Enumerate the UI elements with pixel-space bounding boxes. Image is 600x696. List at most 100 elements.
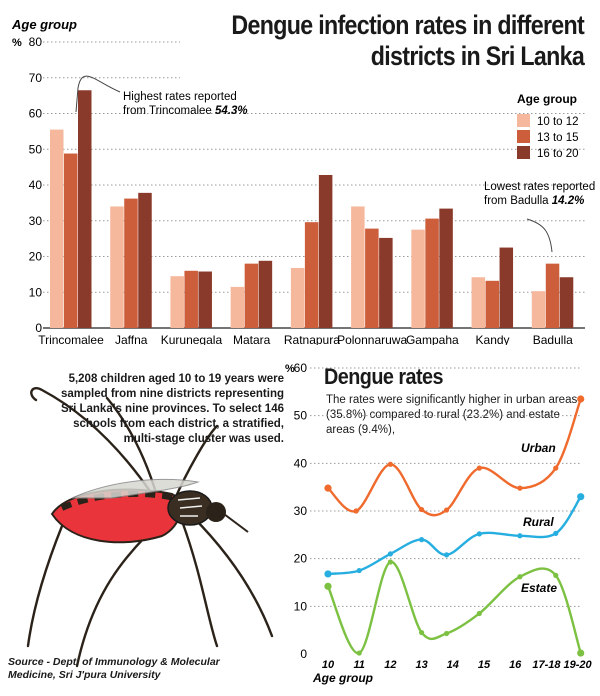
bar-matara-10-to-12: [230, 286, 245, 328]
point-estate: [553, 572, 559, 578]
bar-jaffna-13-to-15: [124, 198, 138, 328]
line-chart-x-tick-label: 13: [415, 659, 427, 671]
bar-chart-x-tick-label: Trincomalee: [38, 333, 104, 345]
high-annotation-line-1: Highest rates reported: [123, 91, 237, 103]
low-annotation-line-1: Lowest rates reported: [484, 181, 595, 193]
mosquito-illustration: [26, 386, 274, 668]
point-rural: [356, 567, 362, 574]
point-urban: [443, 507, 450, 513]
low-annotation-connector: [526, 218, 553, 253]
point-estate: [577, 649, 585, 657]
bar-chart-y-tick-label: 30: [29, 214, 43, 228]
chart-title: Dengue infection rates in different dist…: [174, 10, 584, 72]
line-estate: [326, 560, 582, 655]
bar-trincomalee-13-to-15: [64, 153, 78, 328]
point-urban: [419, 506, 425, 513]
bar-chart-y-tick-label: 10: [29, 285, 43, 299]
source-credit: Source - Dept. of Immunology & Molecular…: [8, 656, 220, 682]
line-chart-y-tick-label: 60: [294, 361, 308, 375]
point-urban: [517, 485, 523, 491]
bar-polonnaruwa-16-to-20: [379, 237, 393, 328]
bar-badulla-10-to-12: [531, 291, 546, 328]
point-rural: [324, 570, 332, 578]
legend-swatch-10-12: [517, 114, 530, 127]
point-rural: [476, 531, 482, 537]
series-label-urban: Urban: [521, 441, 556, 455]
bar-kandy-16-to-20: [499, 247, 514, 328]
bar-trincomalee-16-to-20: [78, 90, 92, 328]
bar-ratnapura-16-to-20: [318, 174, 333, 328]
point-estate: [356, 650, 362, 656]
line-chart-x-tick-label: 17-18: [532, 659, 561, 671]
line-chart-x-tick-label: 19-20: [564, 659, 593, 671]
point-rural: [553, 530, 559, 537]
high-annotation-connector: [75, 75, 121, 113]
point-rural: [387, 551, 393, 557]
bar-ratnapura-10-to-12: [290, 267, 305, 328]
bar-ratnapura-13-to-15: [304, 222, 319, 328]
bar-matara-16-to-20: [258, 260, 273, 328]
series-label-rural: Rural: [523, 515, 554, 529]
bar-chart-x-tick-label: Gampaha: [406, 333, 459, 345]
bar-chart-y-tick-label: 60: [29, 107, 43, 121]
line-chart-x-tick-label: 16: [509, 659, 522, 671]
line-rural: [327, 496, 582, 576]
point-rural: [443, 552, 450, 558]
bar-jaffna-10-to-12: [110, 206, 124, 328]
legend-swatch-13-15: [517, 130, 530, 143]
point-urban: [353, 508, 359, 514]
point-estate: [387, 559, 393, 565]
bar-trincomalee-10-to-12: [50, 129, 64, 328]
source-line-2: Medicine, Sri J'pura University: [8, 669, 161, 681]
bar-chart-y-tick-label: 80: [29, 35, 43, 49]
bar-chart-y-tick-label: 0: [35, 321, 42, 335]
bar-chart-x-tick-label: Jaffna: [115, 333, 148, 345]
bar-chart-y-tick-label: 40: [29, 178, 43, 192]
bar-chart-x-tick-label: Matara: [233, 333, 271, 345]
bar-gampaha-16-to-20: [439, 208, 453, 328]
line-chart-x-label: Age group: [312, 671, 373, 685]
line-chart-x-tick-label: 12: [384, 659, 396, 671]
legend-swatch-16-20: [517, 146, 530, 159]
series-label-estate: Estate: [521, 581, 557, 595]
point-estate: [443, 630, 450, 637]
point-rural: [419, 537, 425, 543]
line-chart-x-tick-label: 14: [447, 659, 459, 671]
high-annotation-text: from Trincomalee: [123, 105, 215, 117]
point-urban: [387, 461, 393, 467]
bar-badulla-16-to-20: [559, 277, 574, 328]
high-annotation-value: 54.3%: [215, 105, 248, 117]
point-estate: [517, 574, 523, 580]
bar-gampaha-10-to-12: [411, 229, 425, 328]
chart-title-line-1: Dengue infection rates in different: [231, 10, 584, 40]
point-urban: [553, 465, 559, 471]
bar-matara-13-to-15: [244, 263, 259, 328]
bar-jaffna-16-to-20: [138, 192, 152, 328]
high-annotation-line-2: from Trincomalee 54.3%: [123, 105, 248, 117]
bar-chart: Age group % 0 10 20 30 40 50 60 70 80 Trincomale…: [11, 17, 595, 345]
low-annotation-value: 14.2%: [552, 195, 585, 207]
bar-kurunegala-10-to-12: [170, 276, 184, 328]
bar-kandy-13-to-15: [485, 280, 500, 328]
bar-polonnaruwa-10-to-12: [351, 206, 365, 328]
bar-chart-x-tick-label: Badulla: [533, 333, 573, 345]
point-urban: [324, 484, 332, 492]
line-chart-y-unit: %: [285, 363, 295, 375]
bar-polonnaruwa-13-to-15: [365, 228, 379, 328]
line-chart-x-tick-label: 11: [353, 659, 364, 671]
chart-title-line-2: districts in Sri Lanka: [370, 41, 585, 71]
bar-kurunegala-16-to-20: [198, 271, 212, 328]
bar-chart-y-label: Age group: [11, 17, 77, 32]
bar-chart-x-tick-label: Polonnaruwa: [337, 333, 407, 345]
low-annotation-line-2: from Badulla 14.2%: [484, 195, 584, 207]
bar-chart-y-tick-label: 50: [29, 142, 43, 156]
dengue-rates-title: Dengue rates: [324, 364, 444, 389]
point-rural: [577, 493, 585, 501]
bar-chart-x-tick-label: Kandy: [476, 333, 510, 345]
point-estate: [324, 582, 332, 590]
bar-chart-y-tick-label: 20: [29, 250, 43, 264]
legend-label-10-12: 10 to 12: [537, 116, 579, 128]
bar-chart-x-tick-label: Ratnapura: [284, 333, 340, 345]
point-estate: [476, 610, 482, 617]
dengue-rates-note: The rates were significantly higher in u…: [326, 394, 578, 436]
